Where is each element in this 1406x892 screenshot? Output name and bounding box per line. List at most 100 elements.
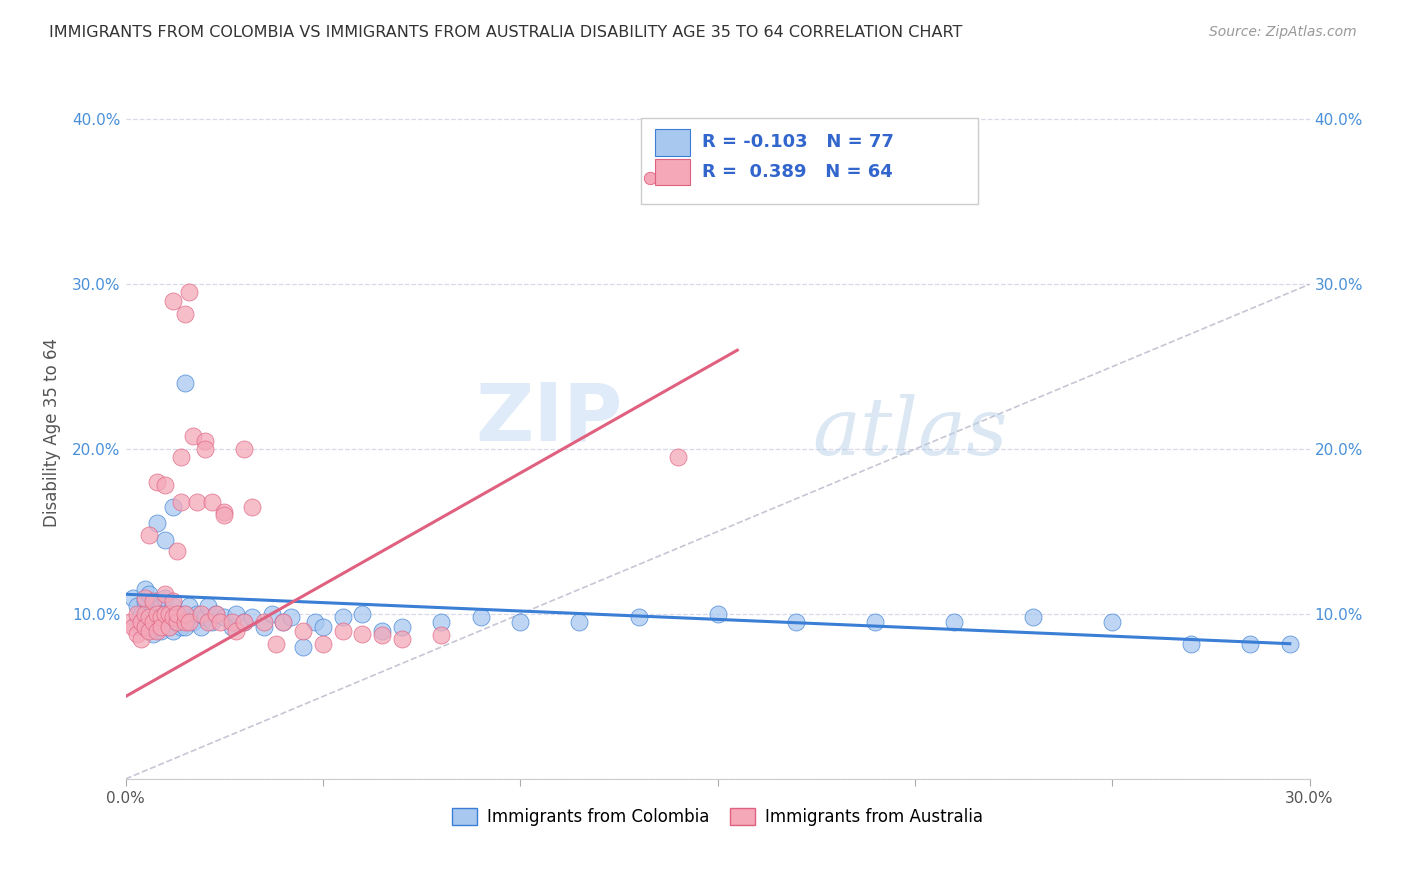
Point <box>197 615 219 630</box>
Point <box>205 607 228 621</box>
Point <box>1239 637 1261 651</box>
Point <box>173 607 195 621</box>
FancyBboxPatch shape <box>641 118 979 204</box>
FancyBboxPatch shape <box>655 129 690 155</box>
Point <box>371 628 394 642</box>
Point <box>865 615 887 630</box>
Point <box>150 620 173 634</box>
Point <box>134 582 156 597</box>
Point <box>332 610 354 624</box>
Point <box>150 610 173 624</box>
Point <box>162 610 184 624</box>
Point <box>1278 637 1301 651</box>
Legend: Immigrants from Colombia, Immigrants from Australia: Immigrants from Colombia, Immigrants fro… <box>446 801 990 833</box>
Point <box>371 624 394 638</box>
Point <box>131 615 153 630</box>
Point <box>157 620 180 634</box>
Text: Source: ZipAtlas.com: Source: ZipAtlas.com <box>1209 25 1357 39</box>
Point <box>127 615 149 630</box>
Point <box>146 516 169 531</box>
Point <box>131 620 153 634</box>
Point <box>1022 610 1045 624</box>
Point <box>240 500 263 514</box>
Point <box>138 610 160 624</box>
Point <box>162 610 184 624</box>
Point <box>122 620 145 634</box>
Point <box>253 615 276 630</box>
Point <box>166 615 188 630</box>
Point <box>134 591 156 605</box>
Point <box>162 293 184 308</box>
Point <box>181 615 204 630</box>
Point <box>177 610 200 624</box>
Point <box>142 594 165 608</box>
Point <box>430 615 453 630</box>
Point <box>173 620 195 634</box>
Point <box>706 607 728 621</box>
Point <box>170 495 193 509</box>
Point <box>352 627 374 641</box>
Point <box>212 505 235 519</box>
Point <box>150 610 173 624</box>
Point <box>201 495 224 509</box>
Point <box>157 607 180 621</box>
Point <box>193 434 215 448</box>
Point <box>666 450 689 465</box>
Point <box>304 615 326 630</box>
Point <box>166 544 188 558</box>
Text: IMMIGRANTS FROM COLOMBIA VS IMMIGRANTS FROM AUSTRALIA DISABILITY AGE 35 TO 64 CO: IMMIGRANTS FROM COLOMBIA VS IMMIGRANTS F… <box>49 25 963 40</box>
Point <box>146 607 169 621</box>
Point <box>173 615 195 630</box>
Point <box>138 528 160 542</box>
Point <box>150 599 173 613</box>
Point <box>146 594 169 608</box>
Point <box>170 610 193 624</box>
Point <box>131 607 153 621</box>
Point <box>1180 637 1202 651</box>
Point <box>352 607 374 621</box>
Point <box>312 637 335 651</box>
Text: R =  0.389   N = 64: R = 0.389 N = 64 <box>702 163 893 181</box>
Point <box>177 285 200 300</box>
Point <box>127 607 149 621</box>
Point <box>260 607 283 621</box>
Point <box>197 599 219 613</box>
Text: ZIP: ZIP <box>475 380 623 458</box>
Point <box>127 627 149 641</box>
Point <box>509 615 531 630</box>
Point <box>162 624 184 638</box>
Point <box>785 615 807 630</box>
FancyBboxPatch shape <box>655 159 690 186</box>
Point <box>150 624 173 638</box>
Point <box>138 587 160 601</box>
Point <box>233 615 256 630</box>
Point <box>221 615 243 630</box>
Text: R = -0.103   N = 77: R = -0.103 N = 77 <box>702 134 894 152</box>
Point <box>134 610 156 624</box>
Point <box>190 620 212 634</box>
Point <box>122 591 145 605</box>
Point <box>131 632 153 646</box>
Point <box>157 607 180 621</box>
Point <box>118 615 141 630</box>
Point <box>1101 615 1123 630</box>
Point <box>153 607 176 621</box>
Point <box>138 624 160 638</box>
Point <box>142 615 165 630</box>
Point <box>177 615 200 630</box>
Point <box>153 533 176 547</box>
Point <box>186 607 208 621</box>
Point <box>166 607 188 621</box>
Point <box>134 620 156 634</box>
Point <box>177 599 200 613</box>
Point <box>146 624 169 638</box>
Point <box>142 627 165 641</box>
Point <box>173 307 195 321</box>
Point <box>153 591 176 605</box>
Point <box>153 587 176 601</box>
Point <box>273 615 295 630</box>
Point <box>240 610 263 624</box>
Point <box>162 500 184 514</box>
Point <box>233 442 256 457</box>
Point <box>201 615 224 630</box>
